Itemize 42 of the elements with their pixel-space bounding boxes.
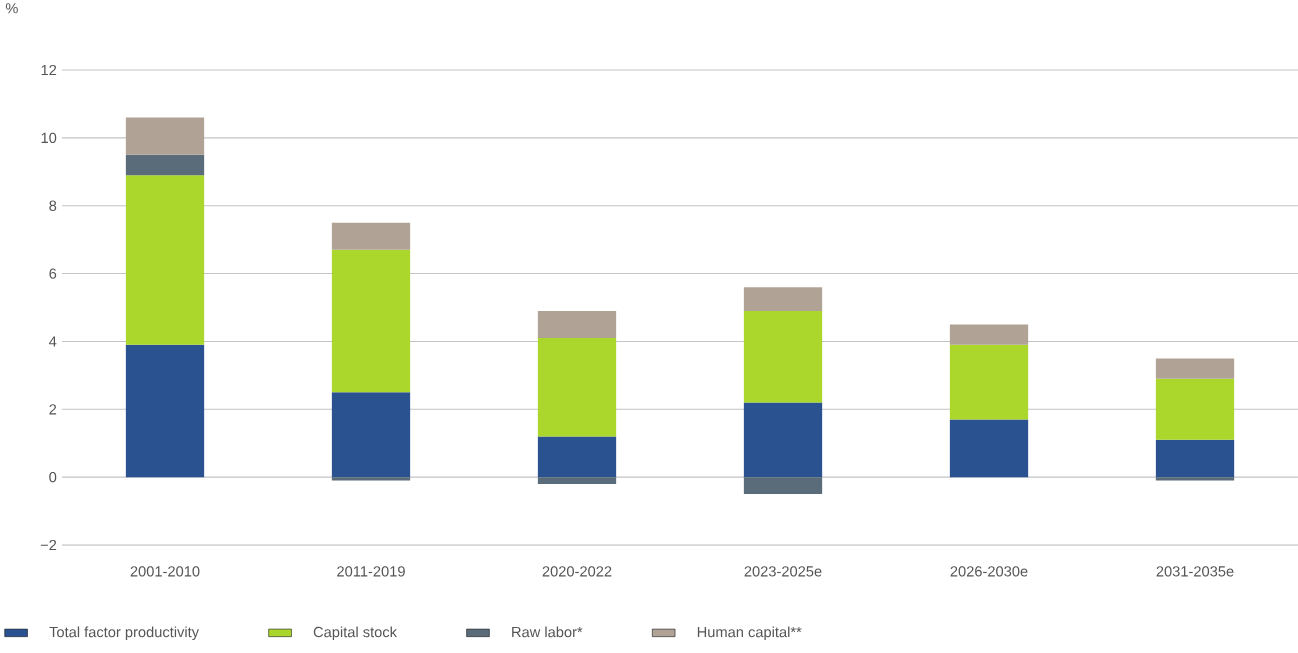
y-axis-title: % xyxy=(5,3,18,14)
y-tick-label: 12 xyxy=(41,64,57,76)
bar xyxy=(331,392,411,478)
y-tick-label: 4 xyxy=(49,336,57,347)
y-tick-label: 10 xyxy=(41,132,57,144)
bar xyxy=(743,310,823,403)
x-tick-label: 2020-2022 xyxy=(542,566,612,577)
bar xyxy=(949,324,1029,345)
x-tick-label: 2023-2025e xyxy=(744,566,822,577)
y-tick-label: 0 xyxy=(49,471,57,483)
bar xyxy=(331,477,411,481)
bar xyxy=(125,117,205,155)
y-tick-label: 6 xyxy=(49,268,57,279)
bar xyxy=(1155,358,1235,379)
x-tick-label: 2001-2010 xyxy=(130,566,200,577)
bar xyxy=(125,344,205,478)
bar xyxy=(537,338,617,437)
bar xyxy=(537,477,617,484)
bar xyxy=(125,175,205,345)
bar xyxy=(1155,439,1235,478)
bar xyxy=(537,310,617,339)
bar xyxy=(1155,378,1235,440)
bar xyxy=(743,402,823,478)
bar xyxy=(949,419,1029,478)
x-tick-label: 2026-2030e xyxy=(950,566,1028,577)
bar xyxy=(743,287,823,311)
bar xyxy=(331,222,411,250)
bar xyxy=(949,344,1029,420)
legend-label: Human capital** xyxy=(697,626,802,641)
bar xyxy=(743,477,823,495)
bar xyxy=(331,249,411,393)
x-tick-label: 2011-2019 xyxy=(337,566,405,577)
y-tick-label: 2 xyxy=(49,404,57,415)
bar xyxy=(125,154,205,176)
legend-label: Raw labor* xyxy=(512,626,583,638)
bar xyxy=(1155,477,1235,481)
bar xyxy=(537,436,617,478)
x-tick-label: 2031-2035e xyxy=(1156,566,1234,577)
y-tick-label: 8 xyxy=(49,200,57,211)
y-tick-label: −2 xyxy=(40,539,57,551)
legend-label: Total factor productivity xyxy=(49,626,200,641)
legend-label: Capital stock xyxy=(313,626,398,641)
